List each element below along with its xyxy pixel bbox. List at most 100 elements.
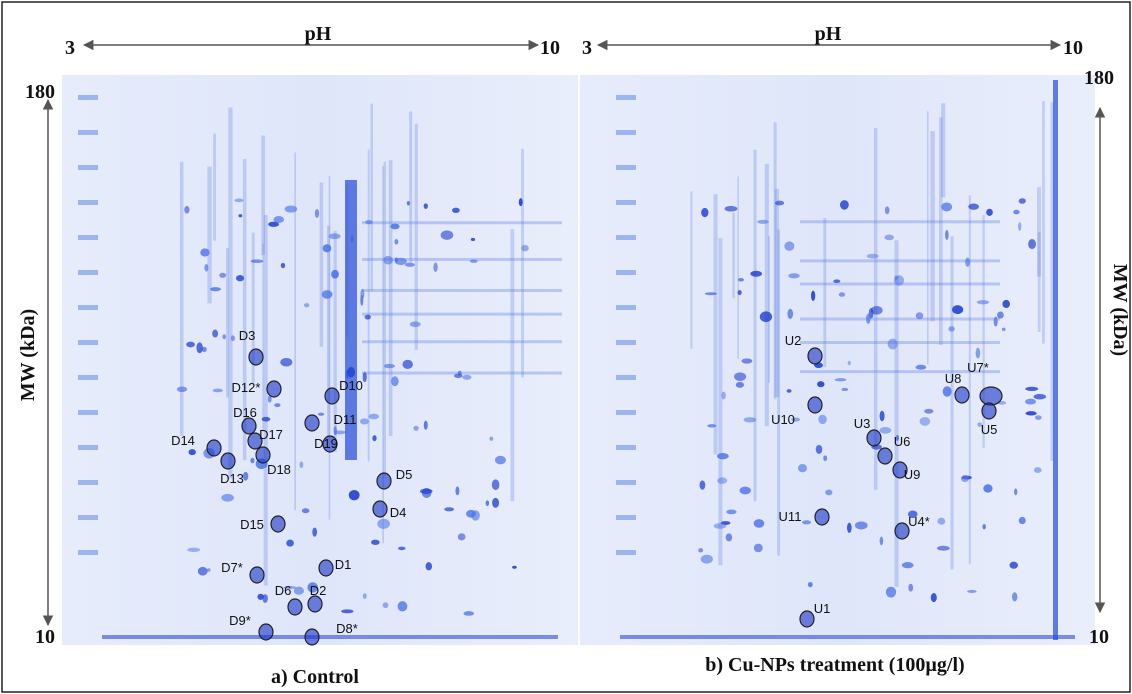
spot-circle xyxy=(954,386,970,404)
protein-blot xyxy=(409,321,421,328)
spot-label: U8 xyxy=(945,371,962,386)
protein-blot xyxy=(1025,411,1037,416)
protein-blot xyxy=(280,262,286,269)
streak xyxy=(753,149,757,502)
protein-blot xyxy=(807,582,813,588)
spot-circle xyxy=(220,452,236,470)
spot-label: D16 xyxy=(233,405,257,420)
protein-blot xyxy=(286,539,294,547)
spot-label: D3 xyxy=(239,328,256,343)
protein-blot xyxy=(274,403,281,408)
protein-blot xyxy=(717,452,729,460)
protein-blot xyxy=(901,562,914,569)
spot-label: D4 xyxy=(390,505,407,520)
streak xyxy=(1050,102,1054,461)
protein-blot xyxy=(1033,393,1047,400)
spot-label: U3 xyxy=(854,416,871,431)
protein-blot xyxy=(321,290,333,299)
streak xyxy=(950,236,954,570)
protein-blot xyxy=(1018,198,1026,204)
spot-label: D7* xyxy=(221,560,243,575)
ph-end: 10 xyxy=(540,37,560,59)
protein-blot xyxy=(887,338,898,350)
protein-blot xyxy=(312,527,318,537)
streak xyxy=(737,176,739,359)
protein-blot xyxy=(425,562,433,571)
ladder-band xyxy=(78,515,98,520)
h-band xyxy=(362,340,562,344)
streak xyxy=(367,149,370,462)
protein-blot xyxy=(267,395,272,403)
protein-blot xyxy=(331,269,339,279)
protein-blot xyxy=(1033,467,1042,474)
spot-label: D2 xyxy=(310,583,327,598)
streak xyxy=(328,175,331,520)
protein-blot xyxy=(735,381,744,388)
protein-blot xyxy=(1001,327,1006,332)
spot-circle xyxy=(799,610,815,628)
protein-blot xyxy=(788,273,800,279)
spot-label: U7* xyxy=(967,360,989,375)
protein-blot xyxy=(699,480,706,490)
protein-blot xyxy=(834,378,847,382)
protein-blot xyxy=(884,234,894,241)
protein-blot xyxy=(983,484,993,493)
protein-blot xyxy=(489,436,494,441)
protein-blot xyxy=(341,609,354,614)
protein-blot xyxy=(364,314,371,320)
streak xyxy=(777,229,781,556)
spot-circle xyxy=(981,402,997,420)
protein-blot xyxy=(908,583,914,592)
protein-blot xyxy=(1034,415,1042,420)
protein-blot xyxy=(741,358,753,364)
spot-circle xyxy=(247,432,263,450)
spot-circle xyxy=(322,435,338,453)
protein-blot xyxy=(307,582,318,593)
protein-blot xyxy=(1009,561,1018,569)
protein-blot xyxy=(942,386,952,397)
spot-label: D11 xyxy=(334,412,357,427)
protein-blot xyxy=(924,408,934,414)
protein-blot xyxy=(915,364,927,370)
streak xyxy=(690,191,693,349)
protein-blot xyxy=(485,500,490,507)
protein-blot xyxy=(976,300,990,305)
streak xyxy=(262,243,264,432)
protein-blot xyxy=(774,200,785,206)
protein-blot xyxy=(825,489,833,496)
protein-blot xyxy=(394,239,399,245)
ladder-band xyxy=(78,550,98,555)
streak xyxy=(732,212,735,299)
protein-blot xyxy=(737,289,742,296)
ladder-band xyxy=(616,130,636,135)
spot-circle xyxy=(877,447,893,465)
protein-blot xyxy=(734,372,747,381)
protein-blot xyxy=(322,244,332,253)
protein-blot xyxy=(200,248,210,257)
protein-blot xyxy=(975,347,981,359)
ladder-band xyxy=(616,410,636,415)
protein-blot xyxy=(1028,238,1036,250)
protein-blot xyxy=(701,207,709,218)
protein-blot xyxy=(847,522,852,533)
protein-blot xyxy=(707,424,717,428)
protein-blot xyxy=(1014,488,1018,496)
spot-label: U10 xyxy=(771,412,795,427)
protein-blot xyxy=(1013,209,1020,215)
streak xyxy=(894,240,899,587)
protein-blot xyxy=(815,444,823,454)
spot-label: D17 xyxy=(259,427,283,442)
protein-blot xyxy=(212,329,219,338)
protein-blot xyxy=(743,417,757,423)
protein-blot xyxy=(839,200,849,210)
protein-blot xyxy=(405,262,415,267)
streak xyxy=(251,232,255,384)
protein-blot xyxy=(982,523,986,530)
spot-label: D14 xyxy=(171,433,195,448)
h-band xyxy=(362,371,562,375)
gel-dye-front xyxy=(102,635,558,639)
protein-blot xyxy=(977,422,982,427)
spot-circle xyxy=(266,380,282,398)
protein-blot xyxy=(222,334,227,340)
spot-label: D13 xyxy=(220,471,244,486)
